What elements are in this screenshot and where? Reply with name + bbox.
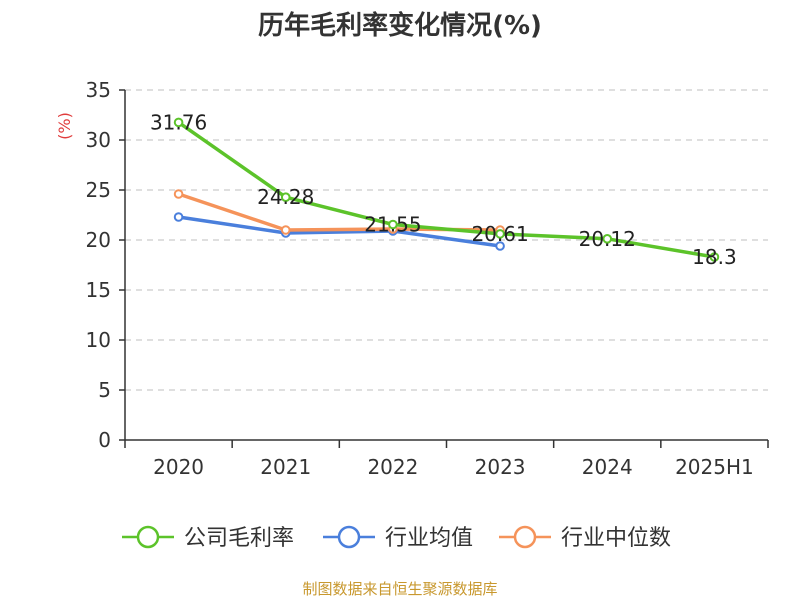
data-label: 20.12 — [579, 227, 636, 251]
data-point[interactable] — [602, 234, 613, 244]
series-line — [178, 215, 501, 248]
y-tick-label: 25 — [86, 178, 111, 202]
data-point[interactable] — [173, 212, 184, 222]
x-tick-label: 2022 — [367, 455, 418, 479]
series-line — [177, 120, 715, 259]
legend-marker-icon — [136, 525, 160, 549]
data-point[interactable] — [709, 252, 720, 262]
data-source-note: 制图数据来自恒生聚源数据库 — [302, 580, 497, 598]
y-tick-label: 35 — [86, 78, 111, 102]
data-point[interactable] — [280, 225, 291, 235]
data-point[interactable] — [173, 117, 184, 128]
axes: 0 5 10 15 20 25 30 35 2020 2021 2022 2023 2024 2025H1 — [86, 78, 769, 479]
y-tick-label: 10 — [86, 328, 111, 352]
y-tick-label: 30 — [86, 128, 111, 152]
legend-label: 行业均值 — [385, 526, 473, 551]
data-point[interactable] — [280, 192, 291, 202]
legend-label: 行业中位数 — [561, 526, 671, 551]
data-label: 24.28 — [257, 185, 314, 209]
x-tick-label: 2023 — [475, 455, 526, 479]
data-label: 18.3 — [692, 245, 737, 269]
data-point[interactable] — [173, 189, 184, 199]
legend-marker-icon — [513, 525, 537, 549]
x-tick-label: 2025H1 — [675, 455, 754, 479]
legend-item[interactable]: 行业中位数 — [499, 525, 671, 551]
legend[interactable]: 公司毛利率 行业均值 行业中位数 — [122, 525, 671, 551]
x-tick-label: 2024 — [582, 455, 633, 479]
legend-item[interactable]: 行业均值 — [323, 525, 473, 551]
data-point[interactable] — [388, 219, 398, 230]
data-point[interactable] — [495, 241, 505, 251]
series-lines — [173, 117, 720, 262]
data-label: 20.61 — [471, 222, 528, 246]
y-tick-label: 5 — [98, 378, 111, 402]
legend-item[interactable]: 公司毛利率 — [122, 525, 294, 551]
chart-title: 历年毛利率变化情况(%) — [258, 10, 542, 41]
y-tick-label: 0 — [98, 428, 111, 452]
legend-label: 公司毛利率 — [184, 526, 294, 551]
y-tick-label: 20 — [86, 228, 111, 252]
x-tick-label: 2021 — [260, 455, 311, 479]
x-tick-label: 2020 — [153, 455, 204, 479]
data-label: 21.55 — [364, 213, 421, 237]
data-point[interactable] — [495, 229, 505, 239]
data-labels: 31.76 24.28 21.55 20.61 20.12 18.3 — [150, 110, 737, 269]
y-axis-unit: (%) — [55, 112, 74, 140]
legend-marker-icon — [337, 525, 361, 549]
data-label: 31.76 — [150, 110, 207, 134]
y-tick-label: 15 — [86, 278, 111, 302]
